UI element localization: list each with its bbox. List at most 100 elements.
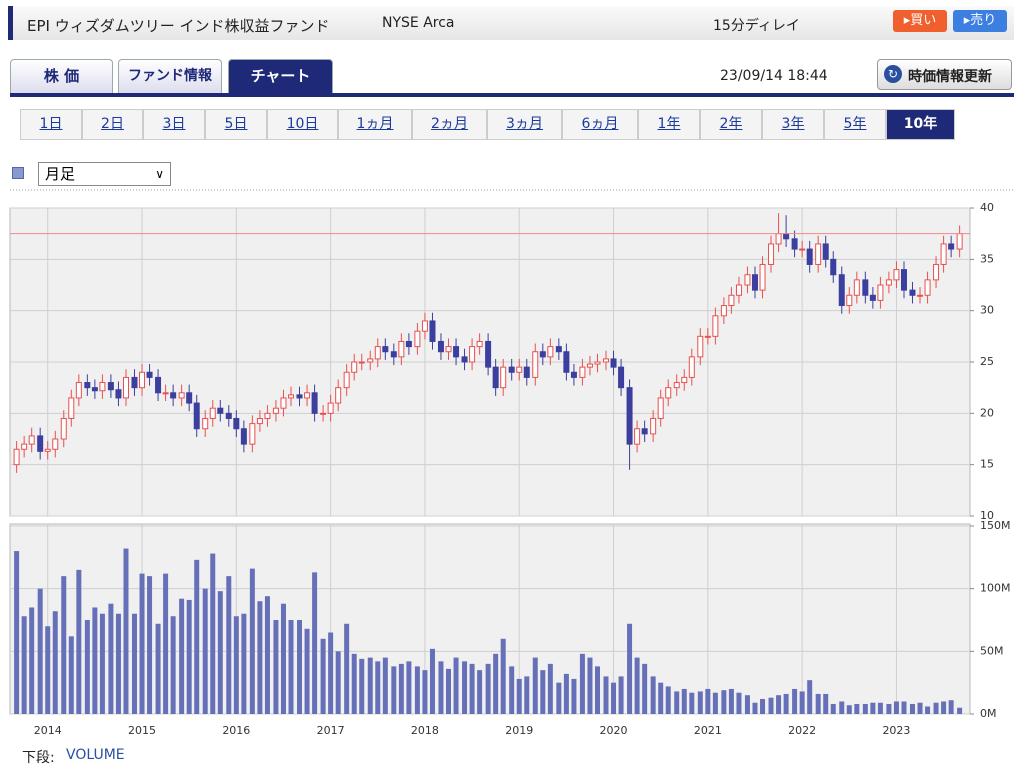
volume-bar [823, 693, 829, 714]
volume-bar [846, 705, 852, 714]
period[interactable]: 10日 [267, 109, 338, 140]
candle-body [367, 358, 374, 363]
candle-body [806, 248, 813, 265]
candle-body [594, 361, 601, 365]
candle-body [421, 320, 428, 332]
y-tick-label: 50M [980, 644, 1004, 657]
candle-body [877, 284, 884, 301]
candle-body [815, 243, 822, 265]
volume-bar [170, 616, 176, 714]
candle-body [900, 269, 907, 291]
volume-bar [627, 623, 633, 714]
period[interactable]: 2年 [700, 109, 762, 140]
volume-bar [799, 691, 805, 714]
header: EPI ウィズダムツリー インド株収益ファンド NYSE Arca 15分ディレ… [8, 6, 1014, 40]
volume-bar [241, 613, 247, 714]
volume-bar [760, 698, 766, 714]
period[interactable]: 6ヵ月 [562, 109, 638, 140]
volume-bar [665, 686, 671, 714]
candle-body [933, 263, 940, 281]
candle-body [304, 392, 311, 399]
volume-bar [45, 626, 51, 714]
tab[interactable]: チャート [228, 59, 333, 93]
candle-body [225, 412, 232, 419]
volume-bar [783, 693, 789, 714]
volume-bar [288, 620, 294, 714]
volume-bar [61, 576, 67, 714]
period[interactable]: 3日 [143, 109, 205, 140]
tab[interactable]: ファンド情報 [118, 59, 222, 93]
volume-bar [320, 638, 326, 714]
x-tick-label: 2019 [505, 724, 533, 737]
volume-bar [595, 666, 601, 714]
candle-body [688, 356, 695, 378]
volume-bar [839, 701, 845, 714]
refresh-button[interactable]: ↻ 時価情報更新 [877, 59, 1012, 90]
volume-bar [901, 701, 907, 714]
candle-body [288, 394, 295, 399]
candle-body [728, 294, 735, 307]
candle-body [570, 371, 577, 378]
volume-bar [721, 690, 727, 714]
period[interactable]: 1日 [20, 109, 82, 140]
buy-button[interactable]: ▸買い [893, 10, 947, 32]
period[interactable]: 1ヵ月 [338, 109, 412, 140]
volume-bar [532, 657, 538, 714]
candle-body [799, 248, 806, 251]
candle-body [343, 371, 350, 389]
candle-body [940, 243, 947, 265]
candle-body [139, 371, 146, 389]
candle-body [523, 366, 530, 378]
period[interactable]: 10年 [886, 109, 955, 140]
volume-bar [587, 657, 593, 714]
y-tick-label: 20 [980, 406, 994, 419]
period[interactable]: 2日 [82, 109, 143, 140]
candle-body [170, 392, 177, 399]
candle-body [853, 279, 860, 296]
period[interactable]: 2ヵ月 [412, 109, 487, 140]
volume-bar [681, 688, 687, 714]
candle-body [256, 417, 263, 425]
y-tick-label: 15 [980, 458, 994, 471]
candle-body [37, 435, 44, 452]
candle-body [280, 397, 287, 409]
candle-body [697, 335, 704, 358]
volume-bar [351, 653, 357, 714]
volume-bar [367, 657, 373, 714]
sell-button[interactable]: ▸売り [953, 10, 1007, 32]
tab-bar [10, 93, 1014, 97]
candle-body [485, 340, 492, 368]
candle-body [846, 294, 853, 307]
candle-body [272, 407, 279, 414]
volume-bar [830, 703, 836, 714]
exchange: NYSE Arca [382, 15, 455, 31]
candle-body [429, 320, 436, 342]
tab[interactable]: 株 価 [10, 59, 113, 93]
candle-body [838, 274, 845, 307]
volume-bar [893, 701, 899, 714]
volume-bar [233, 616, 239, 714]
interval-select[interactable]: 月足 ∨ [38, 162, 171, 186]
candle-body [186, 392, 193, 404]
volume-bar [854, 703, 860, 714]
candle-body [209, 407, 216, 419]
period[interactable]: 5日 [205, 109, 267, 140]
volume-bar [634, 657, 640, 714]
volume-bar [886, 703, 892, 714]
period[interactable]: 5年 [824, 109, 886, 140]
candle-body [374, 346, 381, 360]
candle-body [665, 387, 672, 399]
volume-bar [37, 588, 43, 714]
candle-body [296, 394, 303, 399]
candle-body [405, 340, 412, 348]
candle-body [162, 392, 169, 395]
period[interactable]: 1年 [638, 109, 700, 140]
candle-body [91, 387, 98, 392]
period[interactable]: 3年 [762, 109, 824, 140]
period[interactable]: 3ヵ月 [487, 109, 562, 140]
candle-body [783, 233, 790, 240]
candle-body [634, 428, 641, 445]
volume-bar [249, 568, 255, 714]
volume-bar [123, 548, 129, 714]
